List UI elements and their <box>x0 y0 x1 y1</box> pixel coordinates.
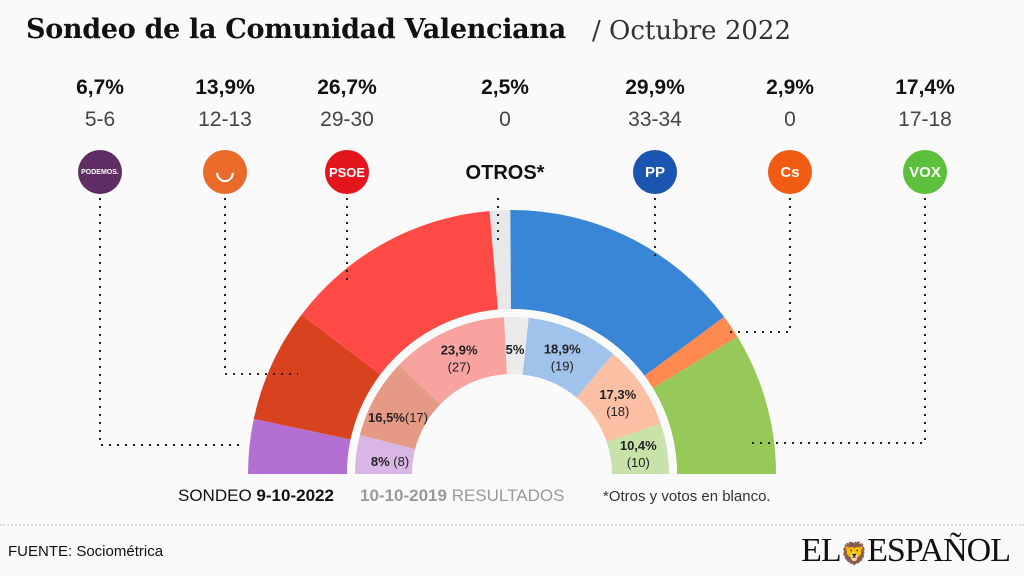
leader-line <box>224 198 298 375</box>
legend-results-suffix: RESULTADOS <box>451 486 565 505</box>
label-2019-seats: (8) <box>393 454 409 469</box>
party-seats: 33-34 <box>628 108 682 131</box>
page-subtitle: / Octubre 2022 <box>592 16 791 46</box>
brand-text: EL🦁ESPAÑOL <box>801 532 1011 569</box>
party-pct: 2,9% <box>766 76 814 99</box>
pp-logo: PP <box>633 150 677 194</box>
seg-2022-vox <box>652 336 776 474</box>
seg-2019-compromís <box>359 364 441 450</box>
label-2019-pct: 16,5%(17) <box>368 410 428 425</box>
cs-logo: Cs <box>768 150 812 194</box>
party-pct: 2,5% <box>481 76 529 99</box>
party-pct: 26,7% <box>317 76 377 99</box>
party-stats: 6,7% 5-6 <box>40 76 160 132</box>
label-2019-pct: 10,4% <box>620 438 657 453</box>
label-2019-pct: 17,3% <box>599 387 636 402</box>
el-espanol-logo: EL🦁ESPAÑOL <box>801 532 1011 570</box>
party-seats: 12-13 <box>198 108 252 131</box>
party-seats: 29-30 <box>320 108 374 131</box>
label-2019-pct: 8% <box>371 454 390 469</box>
party-stats: 2,9% 0 <box>730 76 850 132</box>
label-2019-seats: (27) <box>448 359 471 374</box>
leader-line <box>750 198 926 444</box>
lion-icon: 🦁 <box>840 541 868 566</box>
source-text: FUENTE: Sociométrica <box>8 543 164 560</box>
label-2019-seats: (18) <box>606 404 629 419</box>
page-title: Sondeo de la Comunidad Valenciana <box>26 14 566 45</box>
legend-results: 10-10-2019 RESULTADOS <box>360 486 564 506</box>
leader-line <box>99 198 245 446</box>
legend-poll-date: 9-10-2022 <box>256 486 334 505</box>
compromis-logo: ◡ <box>203 150 247 194</box>
party-pct: 17,4% <box>895 76 955 99</box>
footer-divider <box>0 524 1024 526</box>
party-pct: 6,7% <box>76 76 124 99</box>
label-2019-seats: (10) <box>627 455 650 470</box>
smile-icon: ◡ <box>215 159 235 184</box>
psoe-logo: PSOE <box>325 150 369 194</box>
label-2019-pct: 5% <box>506 342 525 357</box>
seg-2022-cs <box>644 316 738 389</box>
seg-2022-psoe <box>301 210 499 375</box>
party-pct: 29,9% <box>625 76 685 99</box>
party-seats: 17-18 <box>898 108 952 131</box>
seg-2022-otros <box>489 210 511 310</box>
seg-2019-cs <box>576 353 661 442</box>
party-seats: 5-6 <box>84 108 116 131</box>
label-2019-pct: 8% (8) <box>371 454 409 469</box>
seg-2019-vox <box>606 423 669 474</box>
legend-poll-prefix: SONDEO <box>178 486 252 505</box>
label-2019-seats: (17) <box>405 410 428 425</box>
seg-2019-podemos <box>355 434 416 474</box>
party-seats: 0 <box>499 108 511 131</box>
seg-2019-otros <box>504 317 529 375</box>
seg-2022-pp <box>510 210 725 376</box>
party-stats: 17,4% 17-18 <box>865 76 985 132</box>
party-stats: 2,5% 0 <box>445 76 565 132</box>
label-2019-pct: 18,9% <box>544 341 581 356</box>
party-seats: 0 <box>784 108 796 131</box>
party-stats: 13,9% 12-13 <box>165 76 285 132</box>
seg-2019-pp <box>522 317 614 398</box>
seg-2022-podemos <box>248 418 351 474</box>
seg-2022-compromís <box>253 314 381 440</box>
leader-line <box>724 198 791 333</box>
party-pct: 13,9% <box>195 76 255 99</box>
label-2019-pct: 16,5% <box>368 410 405 425</box>
party-stats: 26,7% 29-30 <box>287 76 407 132</box>
legend-results-date: 10-10-2019 <box>360 486 447 505</box>
podemos-logo: PODEMOS. <box>78 150 122 194</box>
otros-label: OTROS* <box>465 162 545 184</box>
label-2019-seats: (19) <box>551 358 574 373</box>
party-stats: 29,9% 33-34 <box>595 76 715 132</box>
legend-note: *Otros y votos en blanco. <box>603 488 771 505</box>
seg-2019-psoe <box>399 317 507 405</box>
label-2019-pct: 23,9% <box>441 342 478 357</box>
legend-poll: SONDEO 9-10-2022 <box>178 486 334 506</box>
vox-logo: VOX <box>903 150 947 194</box>
